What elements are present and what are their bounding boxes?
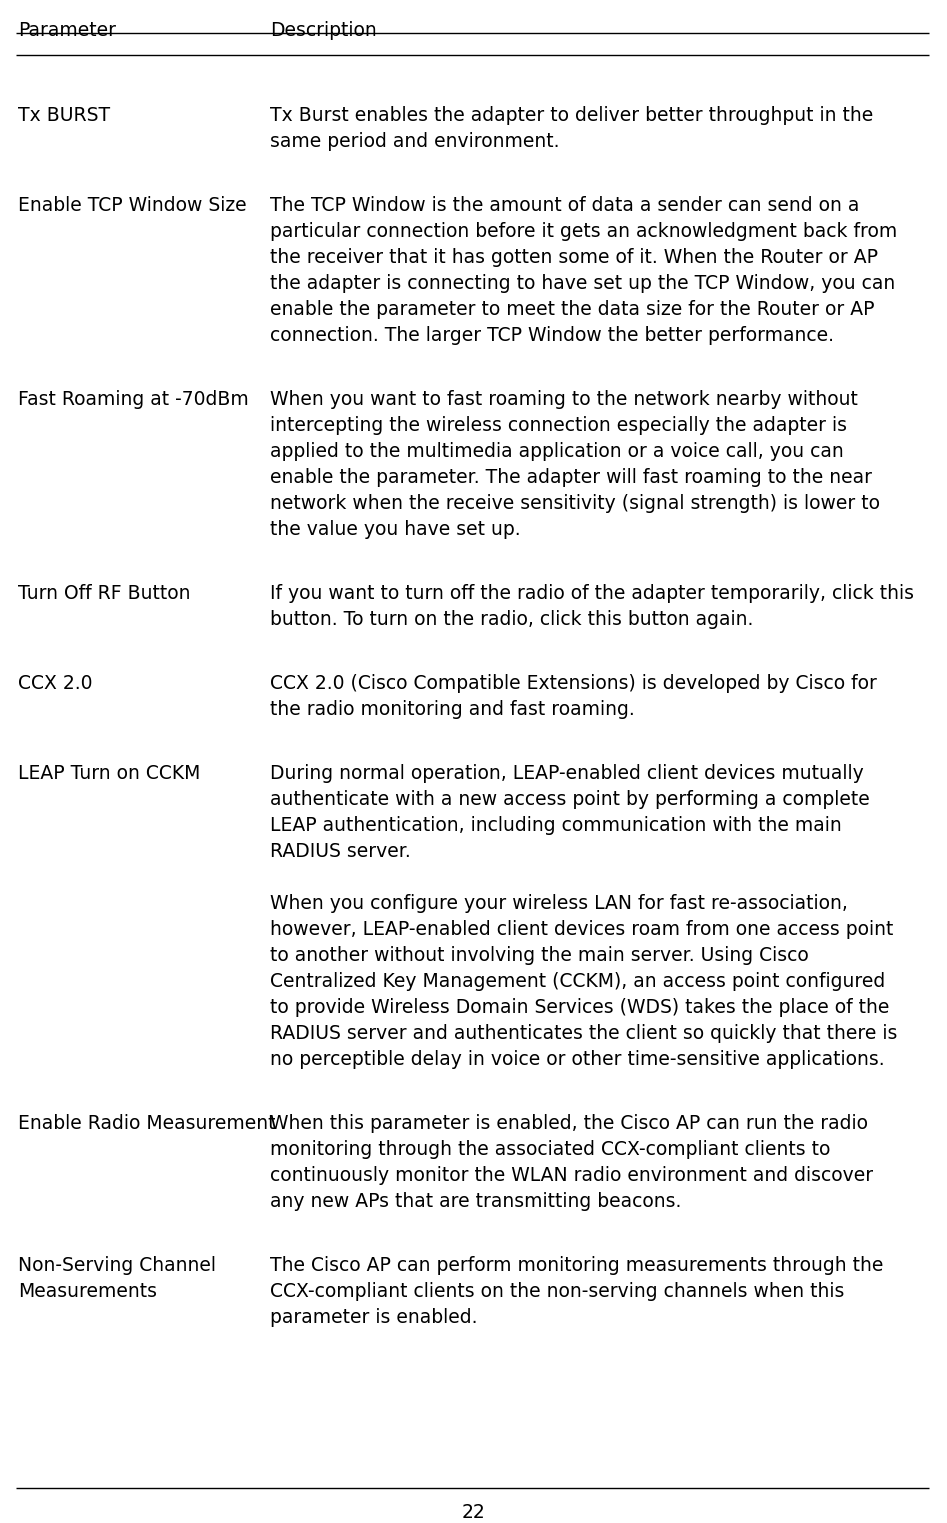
Text: Centralized Key Management (CCKM), an access point configured: Centralized Key Management (CCKM), an ac… xyxy=(270,972,885,991)
Text: button. To turn on the radio, click this button again.: button. To turn on the radio, click this… xyxy=(270,611,754,629)
Text: CCX 2.0: CCX 2.0 xyxy=(18,675,93,693)
Text: Turn Off RF Button: Turn Off RF Button xyxy=(18,583,190,603)
Text: RADIUS server.: RADIUS server. xyxy=(270,842,411,860)
Text: continuously monitor the WLAN radio environment and discover: continuously monitor the WLAN radio envi… xyxy=(270,1167,873,1185)
Text: CCX 2.0 (Cisco Compatible Extensions) is developed by Cisco for: CCX 2.0 (Cisco Compatible Extensions) is… xyxy=(270,675,877,693)
Text: Description: Description xyxy=(270,21,377,40)
Text: Fast Roaming at -70dBm: Fast Roaming at -70dBm xyxy=(18,390,249,410)
Text: monitoring through the associated CCX-compliant clients to: monitoring through the associated CCX-co… xyxy=(270,1141,831,1159)
Text: no perceptible delay in voice or other time-sensitive applications.: no perceptible delay in voice or other t… xyxy=(270,1049,884,1069)
Text: to another without involving the main server. Using Cisco: to another without involving the main se… xyxy=(270,946,809,966)
Text: enable the parameter. The adapter will fast roaming to the near: enable the parameter. The adapter will f… xyxy=(270,468,872,487)
Text: If you want to turn off the radio of the adapter temporarily, click this: If you want to turn off the radio of the… xyxy=(270,583,914,603)
Text: Tx Burst enables the adapter to deliver better throughput in the: Tx Burst enables the adapter to deliver … xyxy=(270,107,873,125)
Text: Tx BURST: Tx BURST xyxy=(18,107,110,125)
Text: CCX-compliant clients on the non-serving channels when this: CCX-compliant clients on the non-serving… xyxy=(270,1282,845,1301)
Text: the adapter is connecting to have set up the TCP Window, you can: the adapter is connecting to have set up… xyxy=(270,274,895,292)
Text: particular connection before it gets an acknowledgment back from: particular connection before it gets an … xyxy=(270,222,897,241)
Text: the receiver that it has gotten some of it. When the Router or AP: the receiver that it has gotten some of … xyxy=(270,248,878,267)
Text: When you want to fast roaming to the network nearby without: When you want to fast roaming to the net… xyxy=(270,390,858,410)
Text: applied to the multimedia application or a voice call, you can: applied to the multimedia application or… xyxy=(270,442,844,461)
Text: the value you have set up.: the value you have set up. xyxy=(270,519,521,539)
Text: Enable Radio Measurement: Enable Radio Measurement xyxy=(18,1113,276,1133)
Text: 22: 22 xyxy=(461,1503,486,1521)
Text: any new APs that are transmitting beacons.: any new APs that are transmitting beacon… xyxy=(270,1193,682,1211)
Text: The TCP Window is the amount of data a sender can send on a: The TCP Window is the amount of data a s… xyxy=(270,196,859,215)
Text: Measurements: Measurements xyxy=(18,1282,157,1301)
Text: When this parameter is enabled, the Cisco AP can run the radio: When this parameter is enabled, the Cisc… xyxy=(270,1113,868,1133)
Text: however, LEAP-enabled client devices roam from one access point: however, LEAP-enabled client devices roa… xyxy=(270,920,893,940)
Text: LEAP authentication, including communication with the main: LEAP authentication, including communica… xyxy=(270,816,842,835)
Text: to provide Wireless Domain Services (WDS) takes the place of the: to provide Wireless Domain Services (WDS… xyxy=(270,998,889,1017)
Text: The Cisco AP can perform monitoring measurements through the: The Cisco AP can perform monitoring meas… xyxy=(270,1256,884,1275)
Text: Parameter: Parameter xyxy=(18,21,116,40)
Text: Enable TCP Window Size: Enable TCP Window Size xyxy=(18,196,246,215)
Text: network when the receive sensitivity (signal strength) is lower to: network when the receive sensitivity (si… xyxy=(270,493,880,513)
Text: same period and environment.: same period and environment. xyxy=(270,133,560,151)
Text: enable the parameter to meet the data size for the Router or AP: enable the parameter to meet the data si… xyxy=(270,300,874,318)
Text: intercepting the wireless connection especially the adapter is: intercepting the wireless connection esp… xyxy=(270,416,847,436)
Text: authenticate with a new access point by performing a complete: authenticate with a new access point by … xyxy=(270,790,869,809)
Text: RADIUS server and authenticates the client so quickly that there is: RADIUS server and authenticates the clie… xyxy=(270,1023,898,1043)
Text: During normal operation, LEAP-enabled client devices mutually: During normal operation, LEAP-enabled cl… xyxy=(270,765,864,783)
Text: connection. The larger TCP Window the better performance.: connection. The larger TCP Window the be… xyxy=(270,326,834,346)
Text: parameter is enabled.: parameter is enabled. xyxy=(270,1308,477,1327)
Text: Non-Serving Channel: Non-Serving Channel xyxy=(18,1256,216,1275)
Text: When you configure your wireless LAN for fast re-association,: When you configure your wireless LAN for… xyxy=(270,894,848,912)
Text: the radio monitoring and fast roaming.: the radio monitoring and fast roaming. xyxy=(270,701,634,719)
Text: LEAP Turn on CCKM: LEAP Turn on CCKM xyxy=(18,765,201,783)
